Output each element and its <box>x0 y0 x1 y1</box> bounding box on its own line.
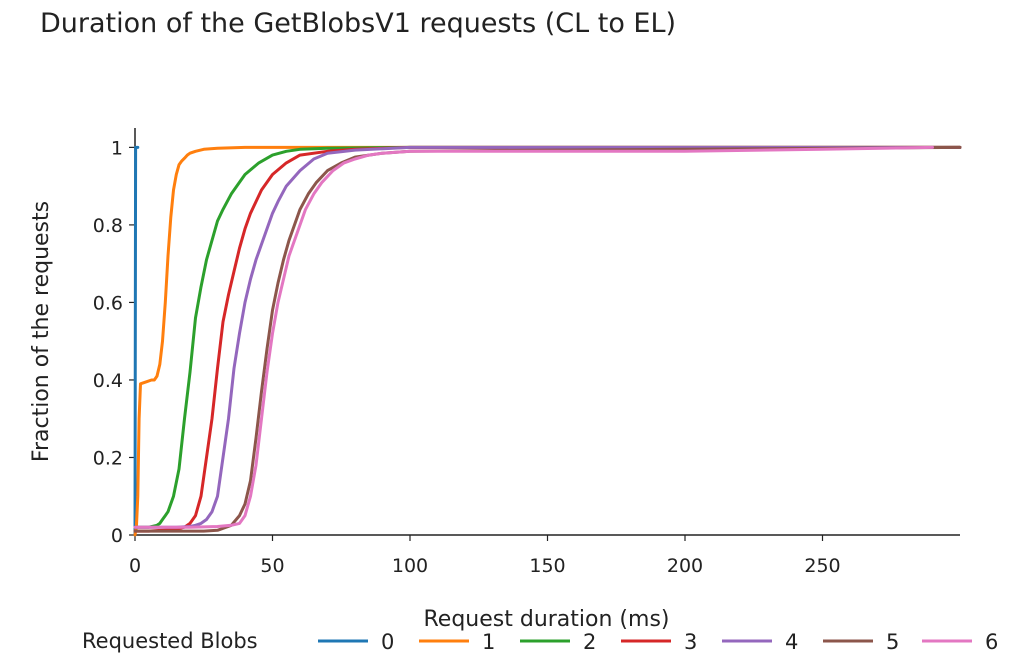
y-tick-label: 0.6 <box>93 292 123 314</box>
x-tick-label: 0 <box>129 555 141 577</box>
x-tick-label: 250 <box>804 555 840 577</box>
chart-title: Duration of the GetBlobsV1 requests (CL … <box>40 8 677 39</box>
legend-label-0: 0 <box>381 630 394 654</box>
y-tick-label: 1 <box>111 137 123 159</box>
x-tick-label: 200 <box>667 555 703 577</box>
legend-title: Requested Blobs <box>82 629 258 653</box>
legend-label-5: 5 <box>886 630 899 654</box>
legend-label-2: 2 <box>583 630 596 654</box>
series-line-2 <box>133 145 962 529</box>
x-axis-title: Request duration (ms) <box>424 607 670 632</box>
x-tick-label: 100 <box>392 555 428 577</box>
legend-label-4: 4 <box>785 630 798 654</box>
series-line-5 <box>133 145 962 533</box>
series-line-6 <box>133 145 934 529</box>
legend-label-6: 6 <box>985 630 998 654</box>
series-line-4 <box>133 145 962 529</box>
y-axis-title: Fraction of the requests <box>29 201 54 462</box>
x-tick-label: 150 <box>529 555 565 577</box>
series-line-1 <box>133 145 962 537</box>
series-line-0 <box>133 145 140 537</box>
legend-label-1: 1 <box>482 630 495 654</box>
y-tick-label: 0.2 <box>93 447 123 469</box>
legend-label-3: 3 <box>684 630 697 654</box>
series-line-3 <box>133 145 962 533</box>
y-tick-label: 0.4 <box>93 370 123 392</box>
x-tick-label: 50 <box>260 555 284 577</box>
y-tick-label: 0 <box>111 525 123 547</box>
y-tick-label: 0.8 <box>93 215 123 237</box>
